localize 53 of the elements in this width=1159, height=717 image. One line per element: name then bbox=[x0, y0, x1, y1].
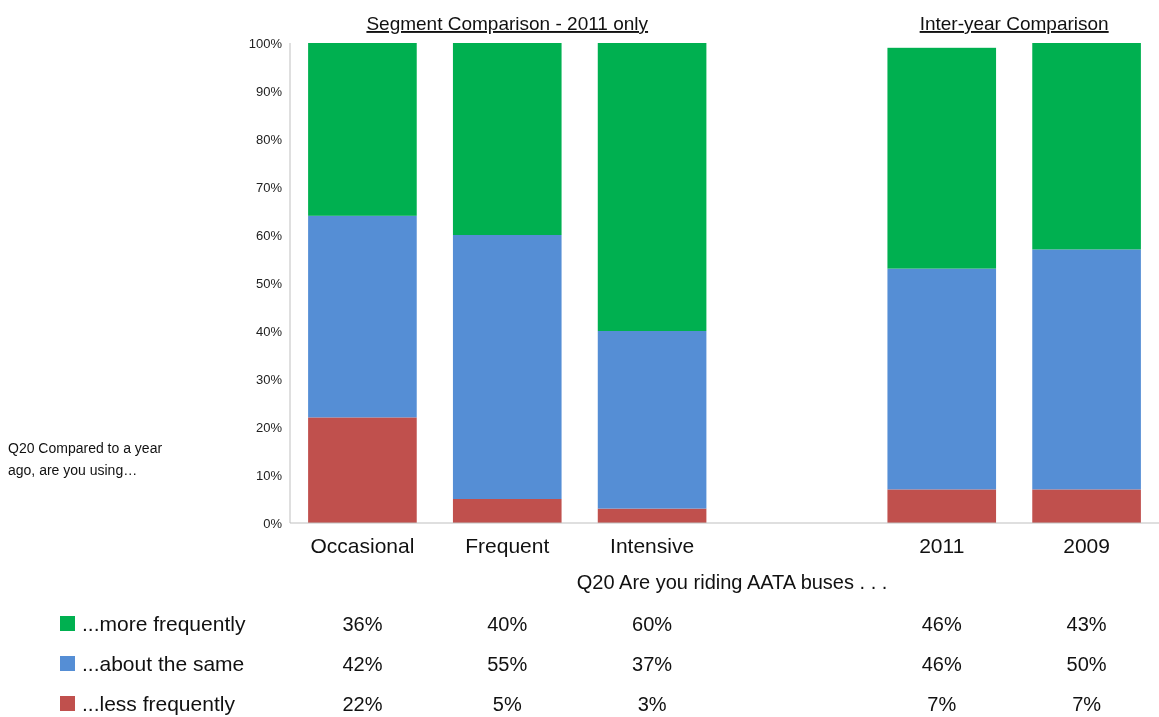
data-label: 7% bbox=[927, 693, 957, 715]
y-tick-label: 90% bbox=[255, 83, 283, 99]
bar bbox=[308, 43, 417, 216]
data-label: 37% bbox=[632, 653, 673, 675]
y-tick-label: 80% bbox=[255, 131, 283, 147]
data-label: 7% bbox=[1072, 693, 1102, 715]
y-tick-label: 10% bbox=[255, 467, 283, 483]
y-tick-label: 0% bbox=[263, 515, 283, 531]
legend-label: ...more frequently bbox=[82, 612, 246, 636]
data-label: 46% bbox=[921, 613, 962, 635]
bar bbox=[887, 268, 997, 490]
data-label: 42% bbox=[342, 653, 383, 675]
data-label: 5% bbox=[492, 693, 522, 715]
legend-label: ...about the same bbox=[82, 652, 245, 676]
legend-label: ...less frequently bbox=[82, 692, 236, 716]
data-label: 50% bbox=[1066, 653, 1107, 675]
bar bbox=[597, 43, 707, 331]
y-tick-label: 20% bbox=[255, 419, 283, 435]
text: Segment Comparison - 2011 only bbox=[366, 13, 649, 34]
x-tick-label: 2011 bbox=[919, 534, 965, 557]
bar bbox=[597, 508, 707, 523]
y-tick-label: 60% bbox=[255, 227, 283, 243]
bar bbox=[1032, 43, 1141, 250]
bar bbox=[308, 215, 417, 418]
bar bbox=[452, 43, 562, 235]
data-label: 60% bbox=[632, 613, 673, 635]
data-label: 40% bbox=[487, 613, 528, 635]
bar bbox=[887, 489, 997, 523]
data-label: 36% bbox=[342, 613, 383, 635]
bar bbox=[887, 47, 997, 269]
bar bbox=[1032, 489, 1141, 523]
x-tick-label: Occasional bbox=[310, 534, 415, 557]
y-tick-label: 30% bbox=[255, 371, 283, 387]
y-tick-label: 50% bbox=[255, 275, 283, 291]
data-label: 22% bbox=[342, 693, 383, 715]
y-tick-label: 40% bbox=[255, 323, 283, 339]
x-tick-label: Intensive bbox=[610, 534, 695, 557]
x-tick-label: Frequent bbox=[465, 534, 550, 557]
data-label: 55% bbox=[487, 653, 528, 675]
data-label: 3% bbox=[637, 693, 667, 715]
y-tick-label: 100% bbox=[248, 35, 283, 51]
x-axis-title: Q20 Are you riding AATA buses . . . bbox=[576, 571, 888, 593]
x-tick-label: 2009 bbox=[1063, 534, 1110, 557]
bar bbox=[597, 331, 707, 509]
data-label: 46% bbox=[921, 653, 962, 675]
bar bbox=[308, 417, 417, 523]
bar bbox=[1032, 249, 1141, 490]
bar bbox=[452, 235, 562, 499]
y-tick-label: 70% bbox=[255, 179, 283, 195]
data-label: 43% bbox=[1066, 613, 1107, 635]
text: Q20 Compared to a year ago, are you using… bbox=[8, 440, 163, 478]
bar bbox=[452, 499, 562, 523]
text: Inter-year Comparison bbox=[919, 13, 1109, 34]
